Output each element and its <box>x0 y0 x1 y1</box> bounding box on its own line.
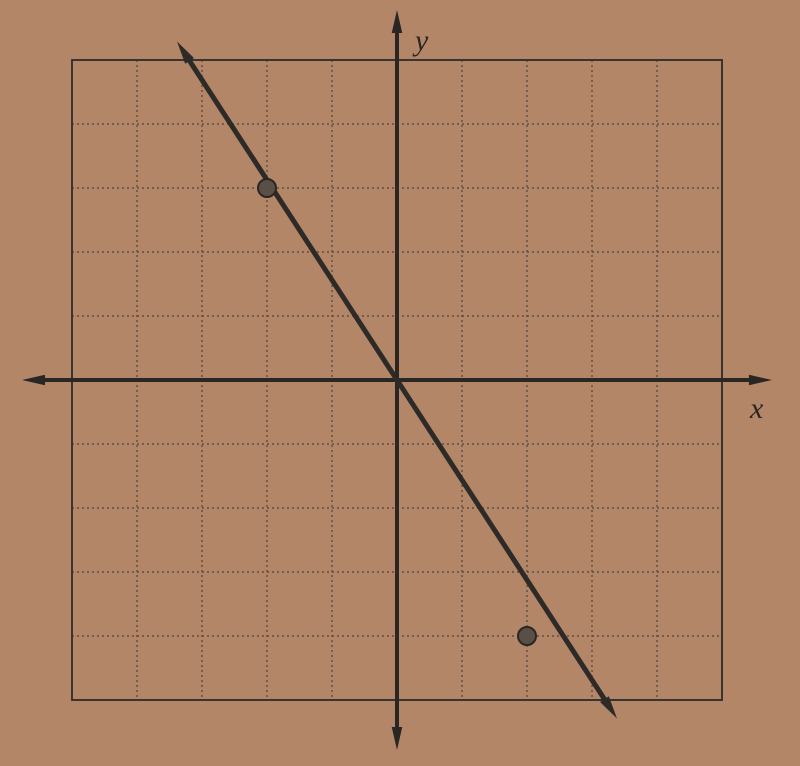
coordinate-plane-chart: yx <box>0 0 800 766</box>
y-axis-label: y <box>412 24 429 57</box>
chart-svg: yx <box>0 0 800 766</box>
plotted-point <box>518 627 536 645</box>
x-axis-label: x <box>749 392 764 425</box>
plotted-point <box>258 179 276 197</box>
